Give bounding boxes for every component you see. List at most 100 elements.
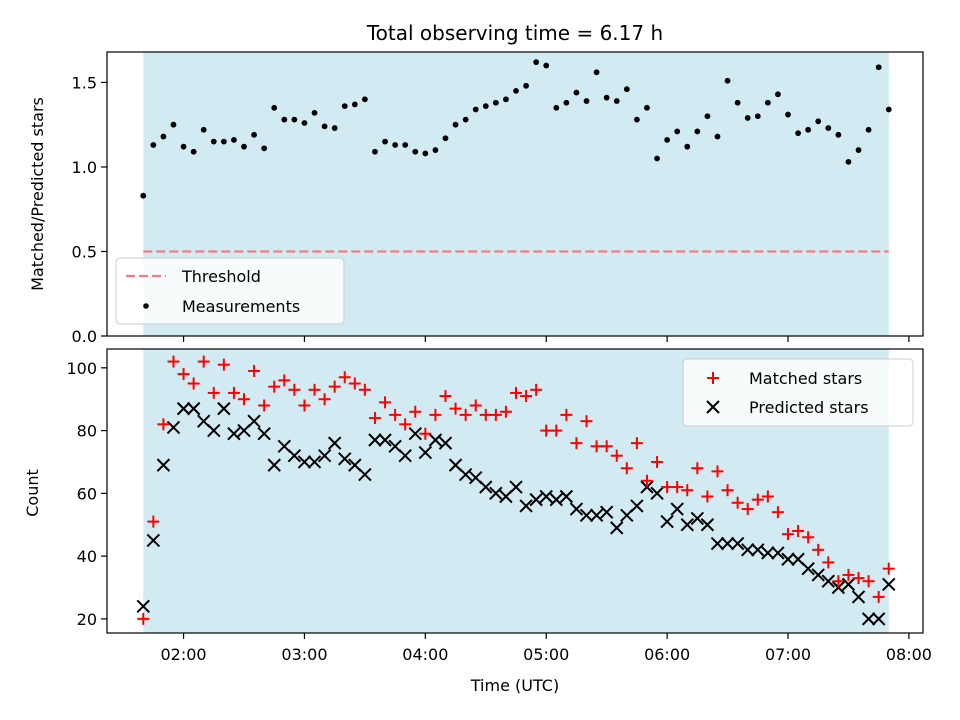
- matched-star-point: [651, 455, 664, 468]
- measurement-point: [503, 96, 509, 103]
- measurement-point: [482, 103, 489, 109]
- matched-star-point: [379, 396, 392, 409]
- predicted-star-point: [207, 423, 221, 438]
- measurement-point: [623, 86, 630, 93]
- x-tick-label: 05:00: [523, 645, 569, 664]
- predicted-star-point: [589, 508, 604, 523]
- matched-star-point: [489, 408, 502, 421]
- predicted-star-point: [217, 401, 231, 416]
- predicted-star-point: [569, 502, 584, 516]
- matched-star-point: [288, 383, 301, 396]
- measurement-point: [523, 82, 529, 89]
- matched-star-point: [792, 525, 805, 538]
- matched-star-point: [711, 465, 724, 478]
- matched-star-point: [842, 568, 855, 581]
- measurement-point: [764, 99, 771, 106]
- legend-measurements-label: Measurements: [182, 297, 300, 316]
- measurement-point: [664, 137, 671, 143]
- count-points: [136, 355, 896, 626]
- measurement-point: [855, 147, 862, 153]
- predicted-star-point: [801, 561, 815, 576]
- matched-star-point: [449, 402, 462, 415]
- top-legend-box: [115, 257, 345, 325]
- measurement-point: [241, 143, 247, 150]
- measurement-point: [251, 131, 257, 138]
- measurement-point: [291, 116, 298, 123]
- matched-star-point: [741, 503, 754, 516]
- measurement-point: [593, 69, 600, 76]
- predicted-star-point: [700, 518, 715, 532]
- measurement-point: [513, 87, 519, 94]
- predicted-star-point: [227, 427, 241, 441]
- measurement-point: [704, 113, 711, 120]
- matched-star-point: [640, 474, 653, 487]
- predicted-star-point: [307, 455, 322, 469]
- matched-star-point: [882, 562, 895, 575]
- top-panel: 0.0 0.5 1.0 1.5 Total observing time = 6.17…: [28, 21, 924, 346]
- measurement-point: [271, 104, 278, 111]
- predicted-star-point: [630, 499, 644, 513]
- legend-threshold-label: Threshold: [181, 267, 261, 286]
- matched-star-point: [822, 556, 835, 569]
- matched-star-point: [782, 528, 795, 541]
- bottom-plot-frame: [106, 348, 924, 634]
- legend-predicted-label: Predicted stars: [749, 398, 869, 417]
- matched-star-point: [771, 506, 784, 519]
- matched-star-point: [328, 380, 341, 393]
- predicted-star-point: [781, 552, 795, 566]
- top-y-axis-label: Matched/Predicted stars: [28, 97, 47, 291]
- matched-star-point: [681, 484, 694, 497]
- predicted-star-point: [720, 536, 735, 551]
- matched-star-point: [479, 408, 492, 421]
- measurement-point: [210, 138, 217, 145]
- matched-star-point: [459, 408, 472, 421]
- matched-star-point: [701, 490, 714, 503]
- measurement-point: [392, 142, 399, 148]
- measurement-point: [533, 59, 540, 66]
- measurement-point: [220, 138, 227, 145]
- measurement-point: [825, 125, 832, 131]
- predicted-star-point: [287, 448, 302, 463]
- matched-star-point: [691, 462, 704, 475]
- measurement-point: [492, 99, 499, 106]
- matched-star-point: [268, 380, 281, 393]
- matched-star-point: [852, 572, 865, 585]
- matched-star-point: [620, 462, 633, 475]
- measurement-point: [231, 137, 237, 143]
- predicted-star-point: [559, 489, 574, 504]
- matched-star-point: [862, 575, 875, 588]
- matched-star-point: [721, 484, 734, 497]
- measurement-point: [694, 128, 701, 135]
- predicted-star-point: [247, 414, 261, 428]
- top-y-tick-label: 1.5: [72, 73, 97, 92]
- predicted-star-point: [610, 521, 624, 535]
- matched-star-point: [157, 418, 170, 431]
- x-axis-label: Time (UTC): [470, 676, 559, 695]
- matched-star-point: [469, 399, 482, 412]
- matched-star-point: [429, 408, 442, 421]
- x-tick-label: 03:00: [281, 645, 327, 664]
- measurement-point: [301, 120, 308, 126]
- measurement-point: [845, 158, 852, 165]
- measurement-point: [372, 148, 378, 155]
- top-legend: Threshold Measurements: [115, 257, 345, 325]
- matched-star-point: [671, 481, 684, 494]
- bottom-legend: Matched stars Predicted stars: [682, 358, 914, 427]
- legend-matched-swatch: [707, 372, 719, 384]
- matched-star-point: [499, 405, 512, 418]
- bottom-panel: 20 40 60 80 100 02:00 03:00 04:00 05:00 06:00 07:…: [23, 348, 932, 695]
- matched-star-point: [298, 399, 311, 412]
- top-x-ticks: [182, 336, 910, 342]
- measurement-point: [644, 104, 650, 111]
- matched-star-point: [137, 612, 150, 625]
- measurement-point: [674, 128, 681, 135]
- predicted-star-point: [358, 467, 372, 482]
- matched-star-point: [439, 390, 452, 403]
- predicted-star-point: [841, 577, 856, 592]
- measurement-point: [684, 143, 691, 150]
- matched-star-point: [308, 383, 321, 396]
- matched-star-point: [197, 355, 210, 368]
- measurement-point: [744, 115, 751, 121]
- matched-star-point: [530, 383, 543, 396]
- measurement-point: [321, 123, 328, 130]
